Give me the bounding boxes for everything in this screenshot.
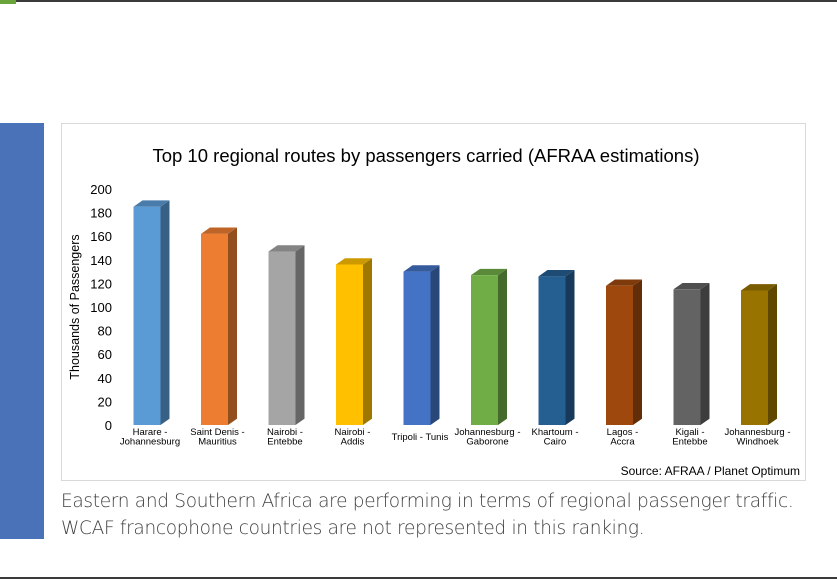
top-accent xyxy=(0,0,16,4)
chart-source: Source: AFRAA / Planet Optimum xyxy=(621,464,800,478)
bar-side xyxy=(295,245,305,425)
x-tick-label: Cairo xyxy=(544,437,567,448)
bar xyxy=(133,206,161,425)
chart-title: Top 10 regional routes by passengers car… xyxy=(152,145,699,166)
bar-top xyxy=(673,283,710,290)
y-tick-label: 60 xyxy=(98,347,112,362)
bar-top xyxy=(471,268,507,276)
x-tick-label: Johannesburg - xyxy=(454,427,520,438)
bar-top xyxy=(403,265,440,272)
y-tick-label: 0 xyxy=(105,418,112,433)
x-tick-label: Accra xyxy=(610,437,635,448)
bar-side xyxy=(633,279,642,425)
x-tick-label: Kigali - xyxy=(675,427,704,438)
x-tick-label: Entebbe xyxy=(267,437,302,448)
x-tick-label: Entebbe xyxy=(672,437,707,448)
bar xyxy=(268,251,296,425)
bar xyxy=(403,271,431,425)
chart-container: Top 10 regional routes by passengers car… xyxy=(61,123,806,481)
x-tick-label: Tripoli - Tunis xyxy=(392,432,449,443)
y-tick-label: 160 xyxy=(90,229,112,244)
bar-side xyxy=(363,258,372,425)
bar xyxy=(741,290,768,425)
bar-side xyxy=(565,270,575,425)
bar-side xyxy=(160,200,170,425)
y-tick-label: 20 xyxy=(98,394,112,409)
bar-side xyxy=(430,265,440,425)
bar-top xyxy=(538,270,575,277)
y-tick-label: 120 xyxy=(90,276,112,291)
bar xyxy=(201,233,228,425)
y-tick-label: 80 xyxy=(98,324,112,339)
y-tick-label: 140 xyxy=(90,253,112,268)
bar-side xyxy=(700,283,710,425)
x-tick-label: Saint Denis - xyxy=(190,427,244,438)
top-border xyxy=(0,0,837,2)
bar-chart: Top 10 regional routes by passengers car… xyxy=(68,145,800,478)
bar-top xyxy=(133,200,170,207)
y-tick-label: 200 xyxy=(90,182,112,197)
bar xyxy=(606,285,633,425)
bar-top xyxy=(268,245,305,252)
x-tick-label: Khartoum - xyxy=(532,427,579,438)
bar-top xyxy=(336,258,372,265)
x-tick-label: Windhoek xyxy=(736,437,778,448)
x-tick-label: Gaborone xyxy=(466,437,508,448)
bottom-border xyxy=(0,577,837,579)
bar-side xyxy=(768,284,777,425)
bar xyxy=(336,264,363,425)
bar-top xyxy=(201,227,237,234)
left-accent-bar xyxy=(0,123,44,539)
bar-top xyxy=(606,279,642,286)
x-tick-label: Nairobi - xyxy=(267,427,303,438)
chart-caption: Eastern and Southern Africa are performi… xyxy=(61,491,794,539)
y-axis-label: Thousands of Passengers xyxy=(68,234,82,379)
x-tick-label: Johannesburg - xyxy=(724,427,790,438)
bar xyxy=(673,289,701,425)
y-tick-label: 40 xyxy=(98,371,112,386)
x-tick-label: Nairobi - xyxy=(335,427,371,438)
y-tick-label: 100 xyxy=(90,300,112,315)
x-tick-label: Mauritius xyxy=(198,437,237,448)
bar-side xyxy=(498,268,507,425)
bar-side xyxy=(228,227,237,425)
x-tick-label: Johannesburg xyxy=(120,437,180,448)
x-tick-label: Lagos - xyxy=(607,427,639,438)
x-tick-label: Harare - xyxy=(133,427,168,438)
bar xyxy=(471,275,498,425)
y-tick-label: 180 xyxy=(90,206,112,221)
x-tick-label: Addis xyxy=(341,437,365,448)
bar xyxy=(538,276,566,425)
bar-top xyxy=(741,284,777,291)
